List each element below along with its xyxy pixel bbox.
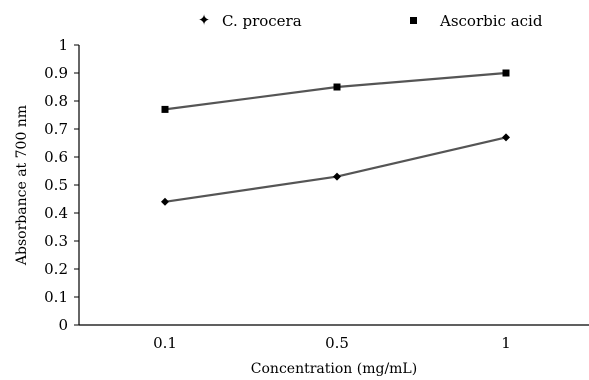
x-tick-label: 0.5 <box>325 334 349 352</box>
legend-marker-square <box>410 17 417 24</box>
series-line-1 <box>164 71 507 111</box>
x-tick-label: 0.1 <box>153 334 177 352</box>
y-tick-label: 0.3 <box>44 232 68 250</box>
data-point <box>502 69 510 77</box>
series-layer <box>161 69 510 206</box>
data-point <box>161 197 169 206</box>
y-tick-label: 0.6 <box>44 148 68 166</box>
series-line-0 <box>164 136 507 203</box>
legend: ✦ C. procera Ascorbic acid <box>198 11 543 30</box>
y-ticks: 0 0.1 0.2 0.3 0.4 0.5 0.6 0.7 0.8 0.9 1 <box>44 36 79 334</box>
data-point <box>502 133 510 142</box>
y-tick-label: 0.4 <box>44 204 68 222</box>
y-tick-label: 0.8 <box>44 92 68 110</box>
y-tick-label: 0.2 <box>44 260 68 278</box>
y-tick-label: 1 <box>58 36 68 54</box>
legend-item-c-procera: ✦ C. procera <box>198 11 302 30</box>
legend-label-ascorbic-acid: Ascorbic acid <box>439 12 543 30</box>
y-tick-label: 0.7 <box>44 120 68 138</box>
y-tick-label: 0.9 <box>44 64 68 82</box>
data-point <box>333 83 341 91</box>
x-ticks: 0.1 0.5 1 <box>153 334 511 352</box>
y-tick-label: 0.5 <box>44 176 68 194</box>
y-tick-label: 0.1 <box>44 288 68 306</box>
data-point <box>333 172 341 181</box>
legend-label-c-procera: C. procera <box>222 12 302 30</box>
data-point <box>161 105 169 113</box>
x-tick-label: 1 <box>501 334 511 352</box>
y-tick-label: 0 <box>58 316 68 334</box>
x-axis-title: Concentration (mg/mL) <box>251 361 417 377</box>
legend-marker-diamond: ✦ <box>198 11 211 29</box>
legend-item-ascorbic-acid: Ascorbic acid <box>410 12 543 30</box>
y-axis-title: Absorbance at 700 nm <box>14 105 30 266</box>
